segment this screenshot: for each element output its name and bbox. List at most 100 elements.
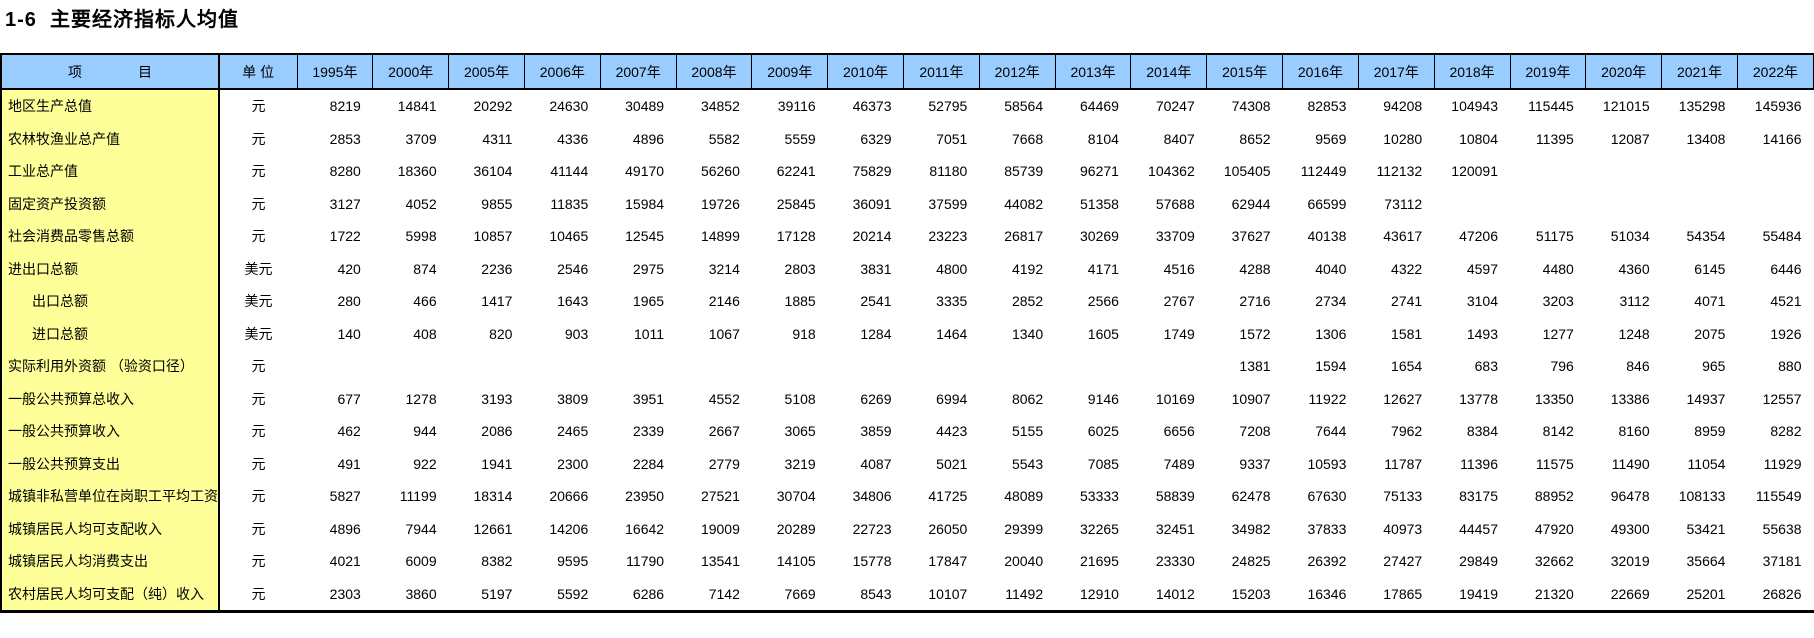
value-cell: 3214 bbox=[708, 260, 740, 277]
value-cell: 21320 bbox=[1534, 585, 1574, 602]
value-cell: 1643 bbox=[557, 293, 589, 310]
value-cell: 35664 bbox=[1686, 553, 1726, 570]
row-unit: 元 bbox=[251, 488, 266, 505]
value-cell: 462 bbox=[337, 423, 361, 440]
value-cell: 3809 bbox=[557, 390, 589, 407]
value-cell: 36104 bbox=[473, 163, 513, 180]
value-cell: 1493 bbox=[1466, 325, 1498, 342]
row-label: 地区生产总值 bbox=[0, 89, 220, 123]
row-label: 进出口总额 bbox=[0, 252, 220, 285]
value-cell: 54354 bbox=[1686, 228, 1726, 245]
row-unit: 美元 bbox=[244, 260, 273, 277]
value-cell: 2075 bbox=[1694, 325, 1726, 342]
table-row: 社会消费品零售总额 元 1722 5998 10857 10465 12545 14899 17… bbox=[0, 220, 1814, 253]
year-column-header-2006年: 2006年 bbox=[523, 53, 601, 90]
year-column-header-2021年: 2021年 bbox=[1661, 53, 1738, 90]
row-label: 出口总额 bbox=[0, 285, 220, 318]
value-cell: 4322 bbox=[1391, 260, 1423, 277]
value-cell: 7669 bbox=[784, 585, 816, 602]
value-cell: 4171 bbox=[1087, 260, 1119, 277]
year-column-header-2007年: 2007年 bbox=[599, 53, 677, 90]
value-cell: 40138 bbox=[1307, 228, 1347, 245]
value-cell: 17865 bbox=[1383, 585, 1423, 602]
value-cell: 20292 bbox=[473, 98, 513, 115]
value-cell: 5108 bbox=[784, 390, 816, 407]
value-cell: 32662 bbox=[1534, 553, 1574, 570]
value-cell: 32451 bbox=[1155, 520, 1195, 537]
value-cell: 20040 bbox=[1004, 553, 1044, 570]
value-cell: 677 bbox=[337, 390, 361, 407]
value-cell bbox=[373, 350, 449, 383]
table-row: 进口总额 美元 140 408 820 903 1011 1067 918 1284 1464 134… bbox=[0, 317, 1814, 350]
value-cell: 52795 bbox=[928, 98, 968, 115]
value-cell: 33709 bbox=[1155, 228, 1195, 245]
value-cell: 53333 bbox=[1080, 488, 1119, 505]
value-cell: 8219 bbox=[329, 98, 361, 115]
value-cell: 5559 bbox=[784, 130, 816, 147]
value-cell: 4360 bbox=[1618, 260, 1650, 277]
table-row: 地区生产总值 元 8219 14841 20292 24630 30489 34852 3911… bbox=[0, 89, 1814, 123]
value-cell: 41144 bbox=[550, 163, 589, 180]
value-cell: 21695 bbox=[1080, 553, 1119, 570]
value-cell: 1722 bbox=[329, 228, 361, 245]
value-cell: 8959 bbox=[1694, 423, 1726, 440]
value-cell: 1941 bbox=[481, 455, 513, 472]
year-column-header-2020年: 2020年 bbox=[1585, 53, 1663, 90]
year-column-header-2009年: 2009年 bbox=[751, 53, 829, 90]
table-row: 城镇居民人均消费支出 元 4021 6009 8382 9595 11790 13541 141… bbox=[0, 545, 1814, 578]
row-unit: 元 bbox=[251, 195, 266, 212]
value-cell: 820 bbox=[489, 325, 513, 342]
row-unit: 元 bbox=[251, 585, 266, 602]
value-cell: 96271 bbox=[1080, 163, 1119, 180]
year-column-header-2000年: 2000年 bbox=[372, 53, 450, 90]
value-cell bbox=[752, 350, 828, 383]
value-cell: 6269 bbox=[860, 390, 892, 407]
row-unit: 元 bbox=[251, 163, 266, 180]
value-cell: 70247 bbox=[1155, 98, 1195, 115]
value-cell: 7051 bbox=[936, 130, 968, 147]
value-cell: 58564 bbox=[1004, 98, 1044, 115]
value-cell: 5998 bbox=[405, 228, 437, 245]
value-cell: 22669 bbox=[1610, 585, 1650, 602]
value-cell: 3859 bbox=[860, 423, 892, 440]
value-cell: 3709 bbox=[405, 130, 437, 147]
year-column-header-2015年: 2015年 bbox=[1206, 53, 1284, 90]
value-cell: 15203 bbox=[1231, 585, 1271, 602]
value-cell: 37627 bbox=[1231, 228, 1271, 245]
value-cell: 8062 bbox=[1011, 390, 1044, 407]
value-cell: 81180 bbox=[929, 163, 968, 180]
value-cell: 5582 bbox=[708, 130, 740, 147]
value-cell: 49170 bbox=[625, 163, 665, 180]
value-cell: 75133 bbox=[1383, 488, 1423, 505]
value-cell: 5827 bbox=[329, 488, 361, 505]
row-unit: 元 bbox=[251, 130, 266, 147]
value-cell: 67630 bbox=[1307, 488, 1347, 505]
value-cell: 20289 bbox=[776, 520, 816, 537]
value-cell: 280 bbox=[337, 293, 361, 310]
value-cell: 85739 bbox=[1004, 163, 1044, 180]
year-column-header-2008年: 2008年 bbox=[675, 53, 753, 90]
value-cell: 4288 bbox=[1239, 260, 1271, 277]
value-cell: 25845 bbox=[776, 195, 816, 212]
year-column-header-2011年: 2011年 bbox=[903, 53, 980, 90]
year-column-header-2019年: 2019年 bbox=[1509, 53, 1587, 90]
value-cell: 8384 bbox=[1466, 423, 1498, 440]
value-cell: 922 bbox=[413, 455, 437, 472]
row-label: 工业总产值 bbox=[0, 155, 220, 188]
value-cell: 12910 bbox=[1080, 585, 1119, 602]
value-cell: 3219 bbox=[784, 455, 816, 472]
table-row: 一般公共预算支出 元 491 922 1941 2300 2284 2779 3219 4087 5… bbox=[0, 447, 1814, 480]
row-label: 一般公共预算支出 bbox=[0, 447, 220, 480]
value-cell: 56260 bbox=[700, 163, 740, 180]
value-cell: 9146 bbox=[1087, 390, 1119, 407]
value-cell: 11396 bbox=[1460, 455, 1498, 472]
value-cell: 11835 bbox=[550, 195, 589, 212]
value-cell: 121015 bbox=[1602, 98, 1650, 115]
row-label: 固定资产投资额 bbox=[0, 187, 220, 220]
value-cell: 796 bbox=[1550, 358, 1574, 375]
value-cell: 8142 bbox=[1542, 423, 1574, 440]
value-cell: 145936 bbox=[1754, 98, 1802, 115]
value-cell bbox=[1510, 188, 1586, 221]
value-cell: 491 bbox=[337, 455, 361, 472]
value-cell: 112449 bbox=[1300, 163, 1347, 180]
